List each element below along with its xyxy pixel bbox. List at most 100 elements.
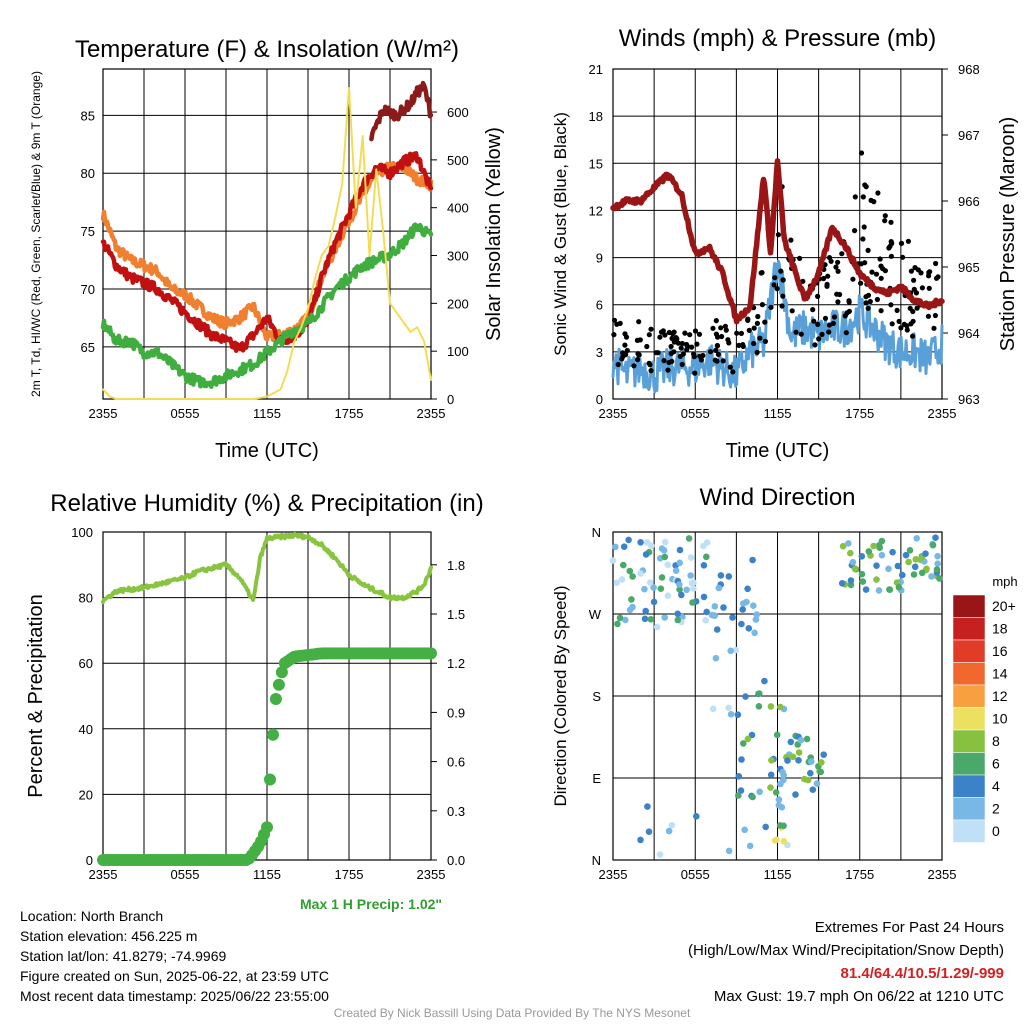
direction-point: [776, 822, 784, 829]
series-rh: [101, 531, 433, 604]
direction-point: [894, 562, 902, 570]
legend-swatch: [952, 797, 986, 821]
direction-point: [664, 561, 672, 569]
series-pressure: [610, 158, 945, 325]
direction-point: [690, 585, 697, 592]
direction-point: [734, 711, 742, 718]
direction-point: [886, 586, 893, 593]
direction-point: [780, 771, 787, 779]
y-tick-label: 100: [71, 525, 93, 540]
gust-point: [826, 255, 833, 261]
gust-point: [867, 298, 873, 305]
legend-swatch: [952, 639, 986, 663]
direction-point: [875, 587, 883, 594]
gust-point: [889, 321, 895, 327]
legend-label: 8: [992, 733, 1000, 749]
direction-point: [645, 828, 653, 835]
gust-point: [874, 296, 881, 303]
x-tick-label: 2355: [417, 867, 446, 882]
direction-point: [876, 544, 883, 551]
direction-point: [820, 751, 827, 758]
direction-point: [929, 541, 937, 549]
gust-point: [611, 332, 617, 338]
gust-point: [835, 259, 841, 265]
direction-point: [614, 620, 621, 628]
x-tick-label: 2355: [417, 406, 446, 421]
gust-point: [880, 266, 886, 272]
chart-title: Winds (mph) & Pressure (mb): [619, 25, 936, 52]
y-tick-label: 21: [589, 62, 603, 77]
direction-point: [618, 576, 626, 583]
gust-point: [768, 304, 774, 310]
direction-point: [744, 735, 752, 743]
direction-point: [637, 539, 644, 546]
precip-point: [425, 647, 437, 660]
direction-point: [713, 626, 721, 633]
max-gust-text: Max Gust: 19.7 mph On 06/22 at 1210 UTC: [713, 988, 1004, 1005]
gust-point: [678, 345, 684, 351]
x-axis-label: Time (UTC): [215, 440, 319, 462]
direction-point: [715, 584, 723, 592]
gust-point: [745, 316, 751, 322]
direction-point: [676, 546, 684, 554]
gust-point: [875, 190, 881, 196]
gust-point: [692, 370, 698, 376]
gust-point: [653, 350, 659, 356]
plot-3: [102, 531, 432, 861]
location-text: Location: North Branch: [20, 908, 164, 924]
direction-point: [849, 558, 857, 566]
gust-point: [835, 268, 841, 274]
y-tick-label: 18: [589, 109, 603, 124]
direction-point: [859, 578, 867, 585]
direction-point: [737, 787, 745, 794]
gust-point: [611, 317, 618, 323]
direction-point: [717, 572, 725, 579]
direction-point: [661, 538, 669, 546]
direction-point: [777, 703, 784, 711]
y-tick-label: 15: [589, 156, 603, 171]
direction-point: [650, 584, 657, 591]
direction-point: [912, 556, 920, 563]
gust-point: [648, 368, 654, 374]
gust-point: [812, 342, 818, 348]
gust-point: [615, 361, 621, 368]
gust-point: [713, 347, 719, 353]
gust-point: [824, 281, 830, 287]
legend-swatch: [952, 684, 986, 708]
gust-point: [888, 219, 894, 225]
x-tick-label: 2355: [599, 867, 628, 882]
direction-point: [637, 836, 644, 844]
direction-point: [899, 571, 906, 579]
gust-point: [662, 332, 668, 338]
series-temp_2m: [100, 151, 434, 353]
gust-point: [679, 340, 685, 347]
gust-point: [736, 342, 742, 348]
gust-point: [622, 342, 628, 348]
gust-point: [918, 270, 924, 276]
direction-point: [772, 789, 780, 796]
gust-point: [852, 228, 858, 234]
direction-point: [629, 573, 636, 580]
gust-point: [846, 299, 852, 305]
extremes-subheading: (High/Low/Max Wind/Precipitation/Snow De…: [688, 942, 1004, 959]
gust-point: [725, 337, 731, 343]
y-tick-label: 85: [81, 108, 95, 123]
created-text: Figure created on Sun, 2025-06-22, at 23…: [20, 968, 329, 984]
precip-point: [272, 678, 285, 691]
y2-tick-label: 100: [447, 344, 469, 359]
direction-point: [773, 836, 780, 844]
y-axis-label: 2m T, Td, HI/WC (Red, Green, Scarlet/Blu…: [29, 71, 43, 397]
direction-point: [625, 536, 632, 544]
gust-point: [762, 319, 768, 325]
gust-point: [816, 336, 822, 342]
direction-point: [629, 603, 636, 611]
direction-point: [672, 567, 680, 574]
gust-point: [696, 331, 703, 337]
x-tick-label: 2355: [599, 406, 628, 421]
gust-point: [821, 275, 827, 282]
direction-point: [809, 786, 817, 793]
direction-point: [895, 584, 903, 591]
y2-tick-label: 967: [958, 128, 980, 143]
credit-text: Created By Nick Bassill Using Data Provi…: [333, 1006, 691, 1020]
direction-point: [804, 776, 812, 784]
